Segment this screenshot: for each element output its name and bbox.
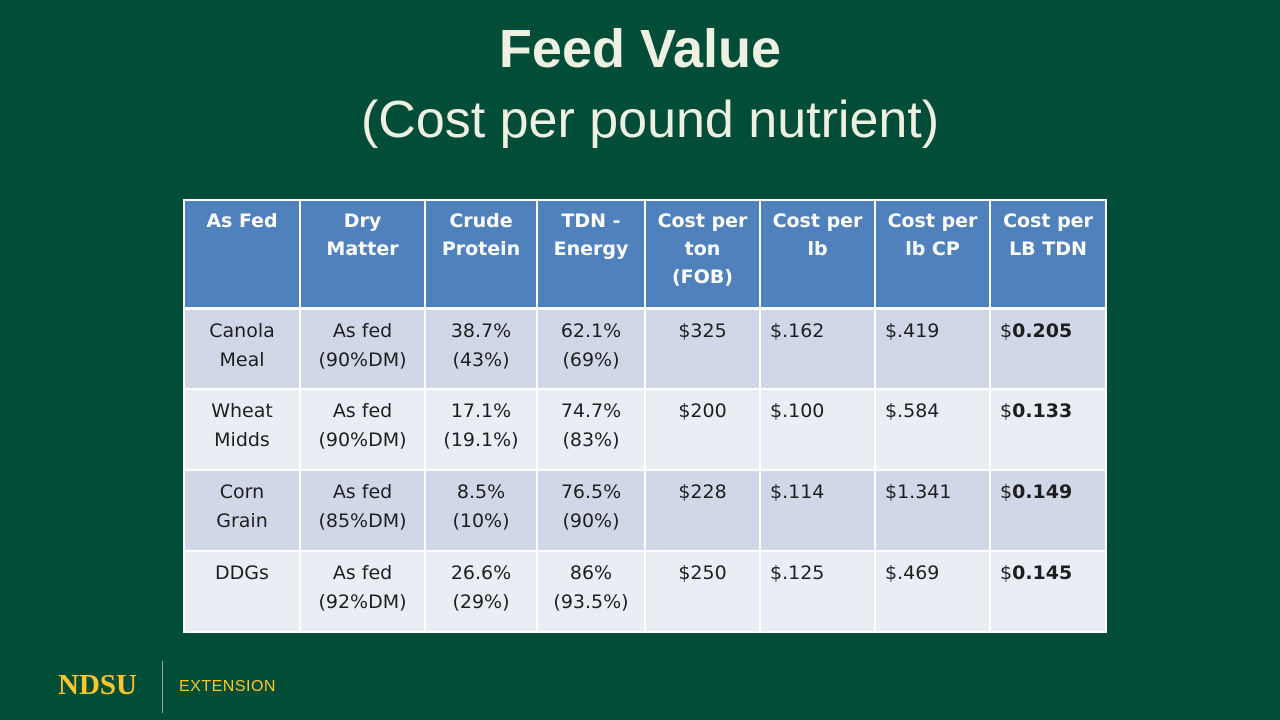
cell-cost-per-lb: $.162 — [759, 306, 876, 390]
header-crude-protein: Crude Protein — [424, 199, 538, 309]
cell-cost-per-lb: $.125 — [759, 550, 876, 633]
cell-cost-per-ton: $250 — [644, 550, 761, 633]
cell-tdn: 74.7% (83%) — [536, 388, 646, 471]
cell-feed: Wheat Midds — [183, 388, 301, 471]
footer-divider — [162, 661, 163, 713]
header-dry-matter: Dry Matter — [299, 199, 426, 309]
cell-cost-per-lb-tdn: $0.149 — [989, 469, 1107, 552]
cell-feed: DDGs — [183, 550, 301, 633]
header-cost-per-lb: Cost per lb — [759, 199, 876, 309]
cell-cost-per-lb-tdn: $0.133 — [989, 388, 1107, 471]
cell-cost-per-lb: $.100 — [759, 388, 876, 471]
cell-dry-matter: As fed (90%DM) — [299, 388, 426, 471]
cell-dry-matter: As fed (92%DM) — [299, 550, 426, 633]
feed-value-table: As Fed Dry Matter Crude Protein TDN - En… — [183, 199, 1107, 633]
cell-tdn: 62.1% (69%) — [536, 306, 646, 390]
cell-tdn: 86% (93.5%) — [536, 550, 646, 633]
cell-crude-protein: 8.5% (10%) — [424, 469, 538, 552]
cell-cost-per-lb: $.114 — [759, 469, 876, 552]
cell-cost-per-ton: $228 — [644, 469, 761, 552]
cell-cost-per-lb-cp: $.419 — [874, 306, 991, 390]
header-as-fed: As Fed — [183, 199, 301, 309]
cell-feed: Canola Meal — [183, 306, 301, 390]
cell-cost-per-ton: $325 — [644, 306, 761, 390]
table-row: Corn Grain As fed (85%DM) 8.5% (10%) 76.… — [183, 469, 1107, 552]
slide-title: Feed Value — [498, 19, 782, 79]
cell-feed: Corn Grain — [183, 469, 301, 552]
table-row: Canola Meal As fed (90%DM) 38.7% (43%) 6… — [183, 306, 1107, 390]
cell-crude-protein: 17.1% (19.1%) — [424, 388, 538, 471]
cell-dry-matter: As fed (90%DM) — [299, 306, 426, 390]
ndsu-logo: NDSU — [58, 669, 137, 701]
cell-crude-protein: 26.6% (29%) — [424, 550, 538, 633]
extension-label: EXTENSION — [179, 678, 276, 695]
cell-crude-protein: 38.7% (43%) — [424, 306, 538, 390]
table-row: Wheat Midds As fed (90%DM) 17.1% (19.1%)… — [183, 388, 1107, 471]
cell-tdn: 76.5% (90%) — [536, 469, 646, 552]
table-row: DDGs As fed (92%DM) 26.6% (29%) 86% (93.… — [183, 550, 1107, 633]
header-cost-per-lb-cp: Cost per lb CP — [874, 199, 991, 309]
header-cost-per-ton: Cost per ton (FOB) — [644, 199, 761, 309]
cell-cost-per-lb-tdn: $0.145 — [989, 550, 1107, 633]
cell-cost-per-lb-cp: $1.341 — [874, 469, 991, 552]
cell-cost-per-ton: $200 — [644, 388, 761, 471]
slide-subtitle: (Cost per pound nutrient) — [360, 91, 940, 149]
header-tdn-energy: TDN - Energy — [536, 199, 646, 309]
cell-cost-per-lb-tdn: $0.205 — [989, 306, 1107, 390]
table-header-row: As Fed Dry Matter Crude Protein TDN - En… — [183, 199, 1107, 309]
cell-dry-matter: As fed (85%DM) — [299, 469, 426, 552]
cell-cost-per-lb-cp: $.584 — [874, 388, 991, 471]
cell-cost-per-lb-cp: $.469 — [874, 550, 991, 633]
header-cost-per-lb-tdn: Cost per LB TDN — [989, 199, 1107, 309]
